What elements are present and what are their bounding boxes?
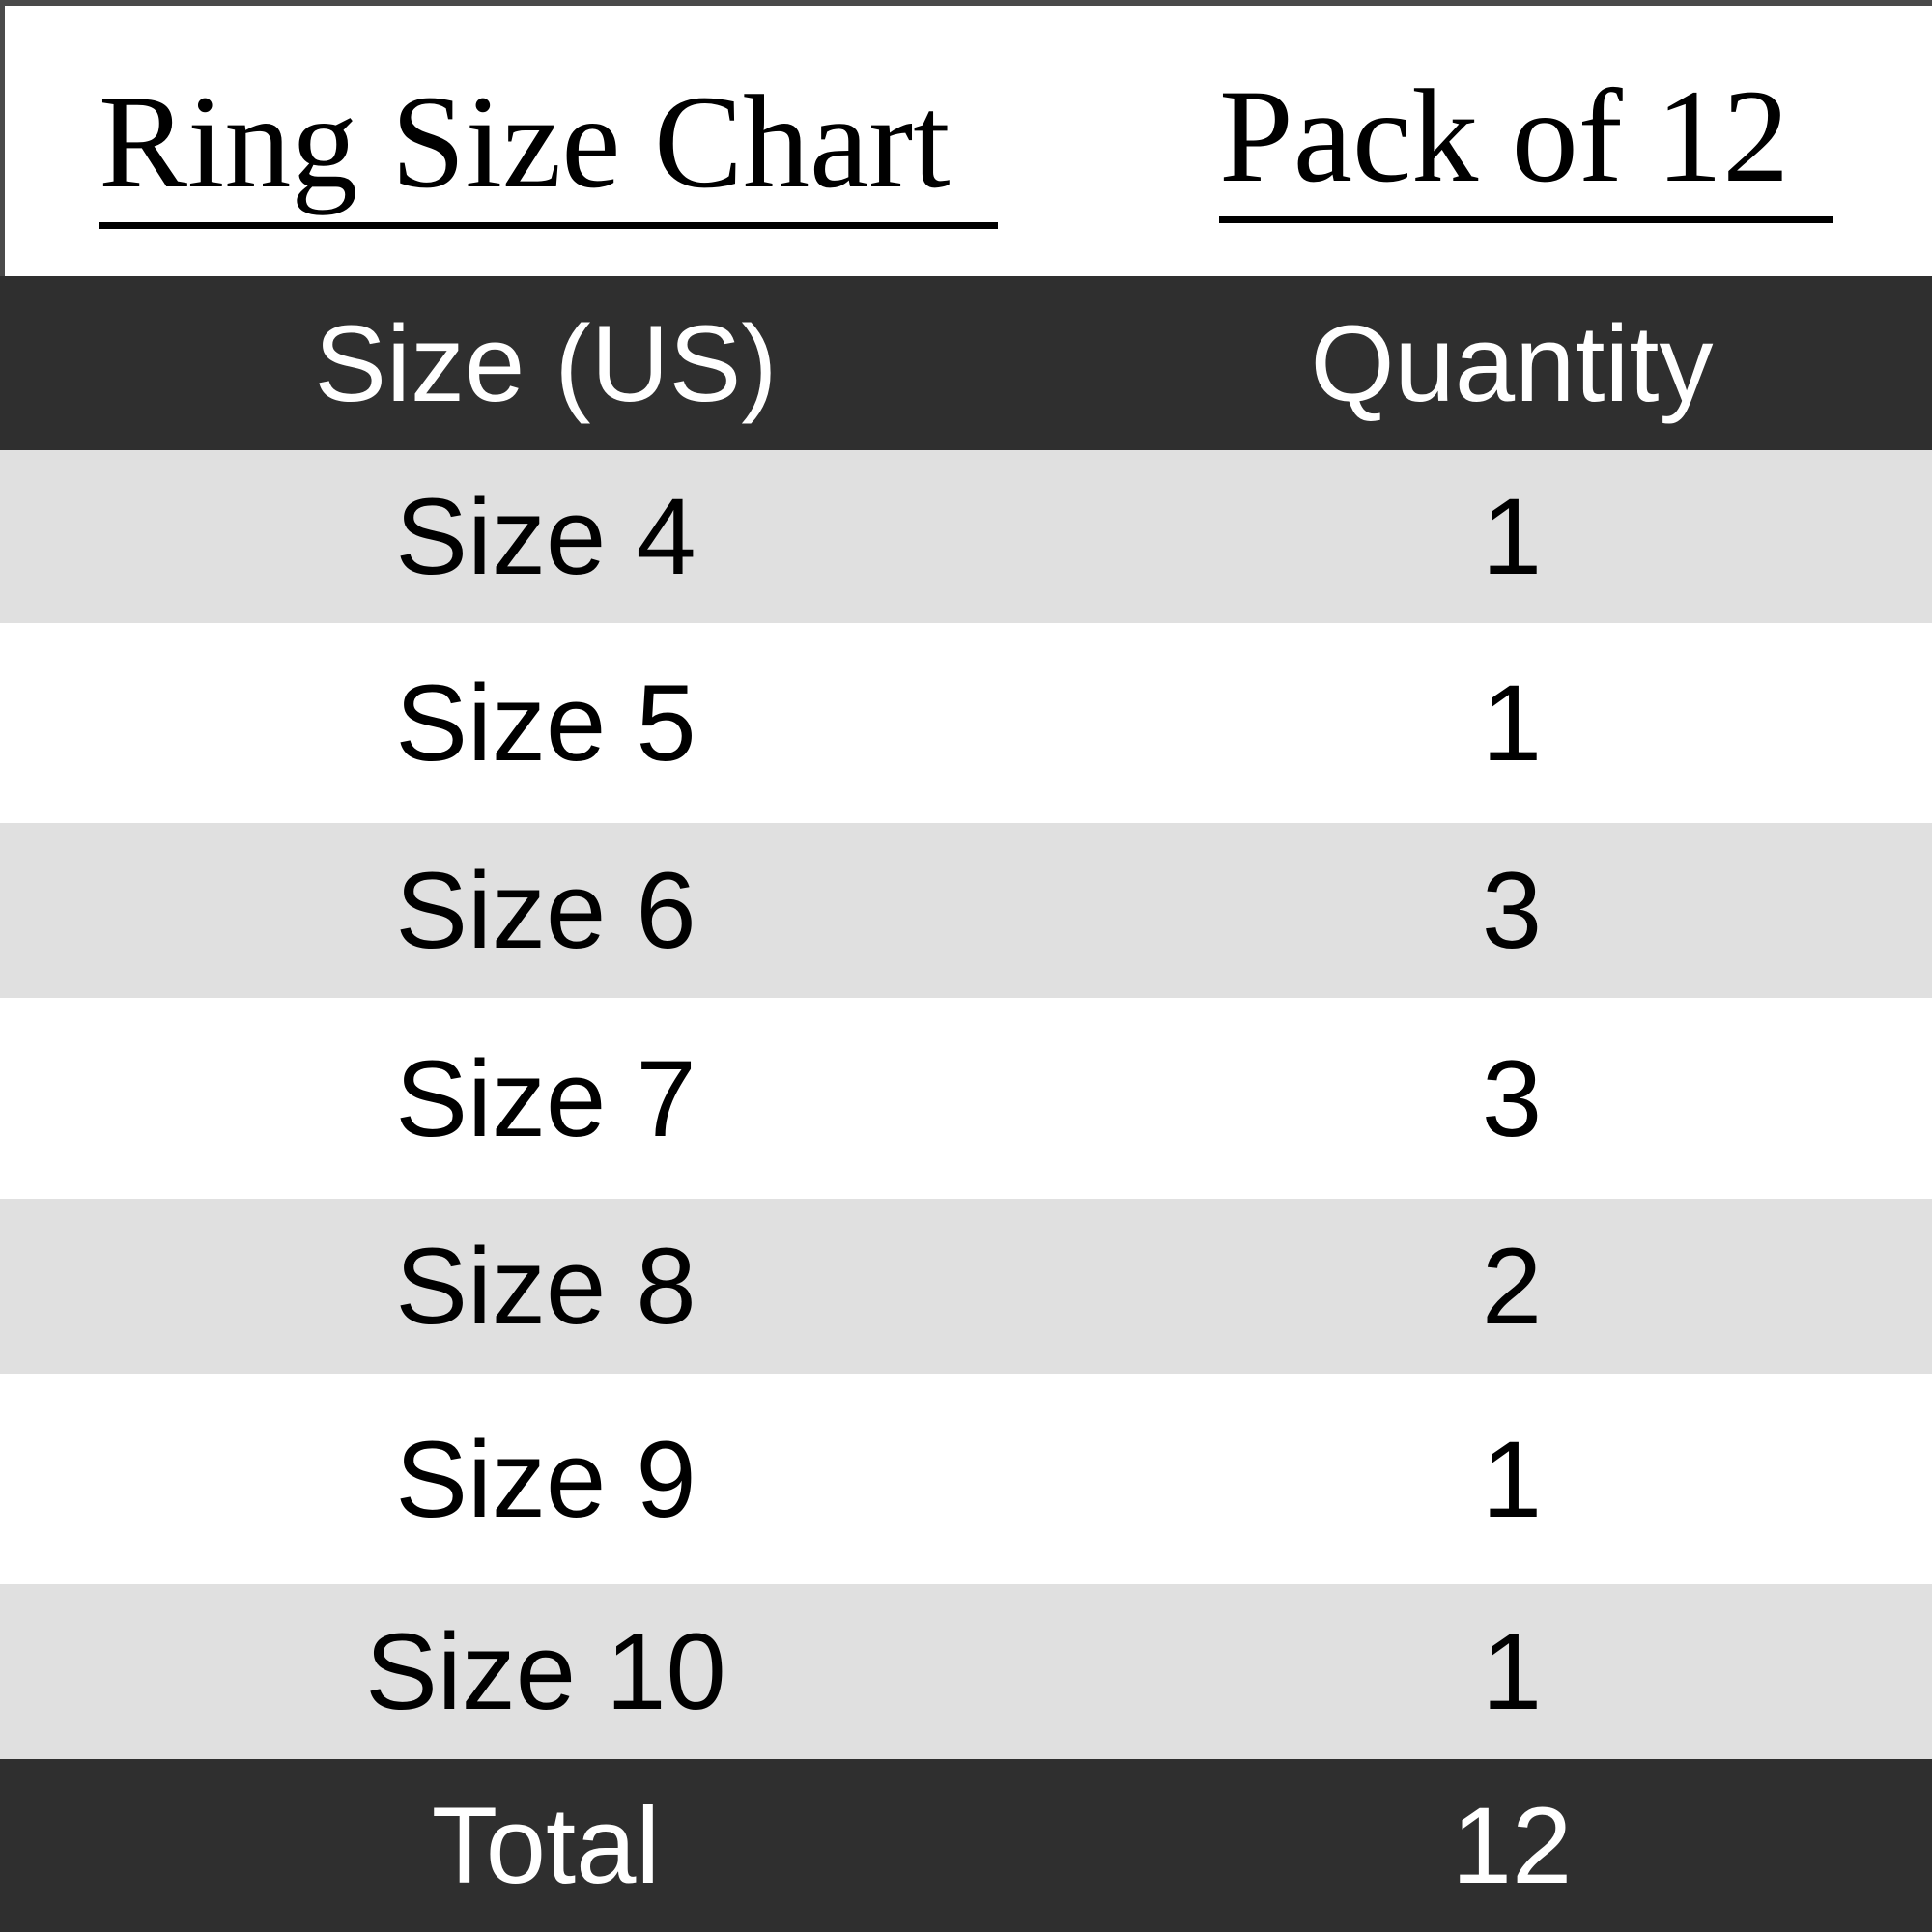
pack-title: Pack of 12 xyxy=(1219,70,1833,223)
size-cell: Size 5 xyxy=(395,663,696,783)
quantity-cell: 1 xyxy=(1481,1418,1543,1540)
table-row: Size 5 1 xyxy=(0,623,1932,823)
table-row: Size 8 2 xyxy=(0,1199,1932,1374)
total-label: Total xyxy=(431,1785,661,1906)
header-quantity: Quantity xyxy=(1310,302,1714,424)
size-cell: Size 6 xyxy=(395,850,696,971)
quantity-cell: 1 xyxy=(1481,476,1543,597)
quantity-cell: 1 xyxy=(1481,1611,1543,1732)
size-cell: Size 7 xyxy=(395,1037,696,1159)
table-row: Size 7 3 xyxy=(0,998,1932,1199)
table-row: Size 4 1 xyxy=(0,450,1932,623)
quantity-cell: 1 xyxy=(1481,663,1543,783)
chart-title: Ring Size Chart xyxy=(99,75,998,229)
quantity-cell: 2 xyxy=(1481,1226,1543,1347)
table-row: Size 10 1 xyxy=(0,1584,1932,1759)
size-cell: Size 10 xyxy=(365,1611,726,1732)
quantity-cell: 3 xyxy=(1481,1037,1543,1159)
size-cell: Size 4 xyxy=(395,476,696,597)
quantity-cell: 3 xyxy=(1481,850,1543,971)
header-size: Size (US) xyxy=(314,302,778,424)
table-row: Size 6 3 xyxy=(0,823,1932,998)
size-cell: Size 8 xyxy=(395,1226,696,1347)
table-row: Size 9 1 xyxy=(0,1374,1932,1584)
table-header: Size (US) Quantity xyxy=(0,276,1932,450)
title-area: Ring Size Chart Pack of 12 xyxy=(0,0,1932,276)
total-quantity: 12 xyxy=(1451,1785,1573,1906)
size-cell: Size 9 xyxy=(395,1418,696,1540)
total-row: Total 12 xyxy=(0,1759,1932,1932)
